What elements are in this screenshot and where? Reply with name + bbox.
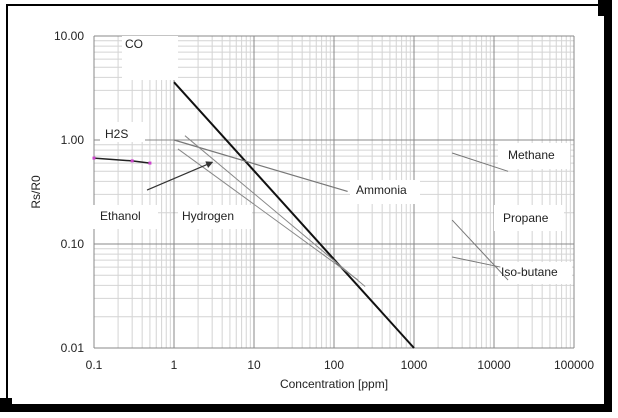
- x-tick-label: 10000: [477, 358, 511, 372]
- x-axis-label: Concentration [ppm]: [280, 377, 388, 391]
- label-box: [498, 262, 572, 284]
- label-box: [350, 180, 420, 204]
- corner-block: [0, 398, 12, 412]
- corner-block: [598, 0, 612, 16]
- series-line-co: [173, 81, 415, 349]
- series-label-hydrogen: Hydrogen: [182, 209, 234, 223]
- series-label-iso-butane: Iso-butane: [501, 265, 558, 279]
- series-label-h2s: H2S: [105, 127, 128, 141]
- series-line-ethanol: [177, 148, 359, 281]
- x-tick-label: 1000: [401, 358, 428, 372]
- series-label-methane: Methane: [508, 148, 555, 162]
- y-tick-label: 1.00: [61, 133, 85, 147]
- label-box: [92, 205, 158, 229]
- y-tick-label: 0.01: [61, 341, 85, 355]
- label-box: [178, 205, 252, 229]
- series-line-iso-butane: [452, 256, 501, 268]
- label-box: [494, 205, 564, 231]
- label-box: [100, 122, 145, 142]
- series-label-ethanol: Ethanol: [100, 209, 141, 223]
- series-label-co: CO: [125, 37, 143, 51]
- data-point-marker: [92, 156, 96, 160]
- series-line-methane: [452, 152, 509, 172]
- x-tick-label: 1: [171, 358, 178, 372]
- series-line-h2s: [93, 157, 151, 164]
- series-label-propane: Propane: [503, 211, 549, 225]
- series-line-ammonia: [173, 139, 348, 193]
- label-box: [498, 143, 570, 169]
- label-box: [122, 36, 178, 80]
- series-label-ammonia: Ammonia: [356, 183, 407, 197]
- data-point-marker: [130, 159, 134, 163]
- ethanol-arrow: [146, 161, 214, 191]
- y-axis-label: Rs/R0: [29, 175, 43, 209]
- series-line-hydrogen: [184, 135, 366, 287]
- y-tick-label: 0.10: [61, 237, 85, 251]
- y-tick-label: 10.00: [54, 29, 84, 43]
- x-tick-label: 100000: [554, 358, 594, 372]
- data-point-marker: [148, 161, 152, 165]
- x-tick-label: 100: [324, 358, 344, 372]
- series-line-propane: [451, 219, 509, 281]
- x-tick-label: 10: [247, 358, 261, 372]
- x-tick-label: 0.1: [86, 358, 103, 372]
